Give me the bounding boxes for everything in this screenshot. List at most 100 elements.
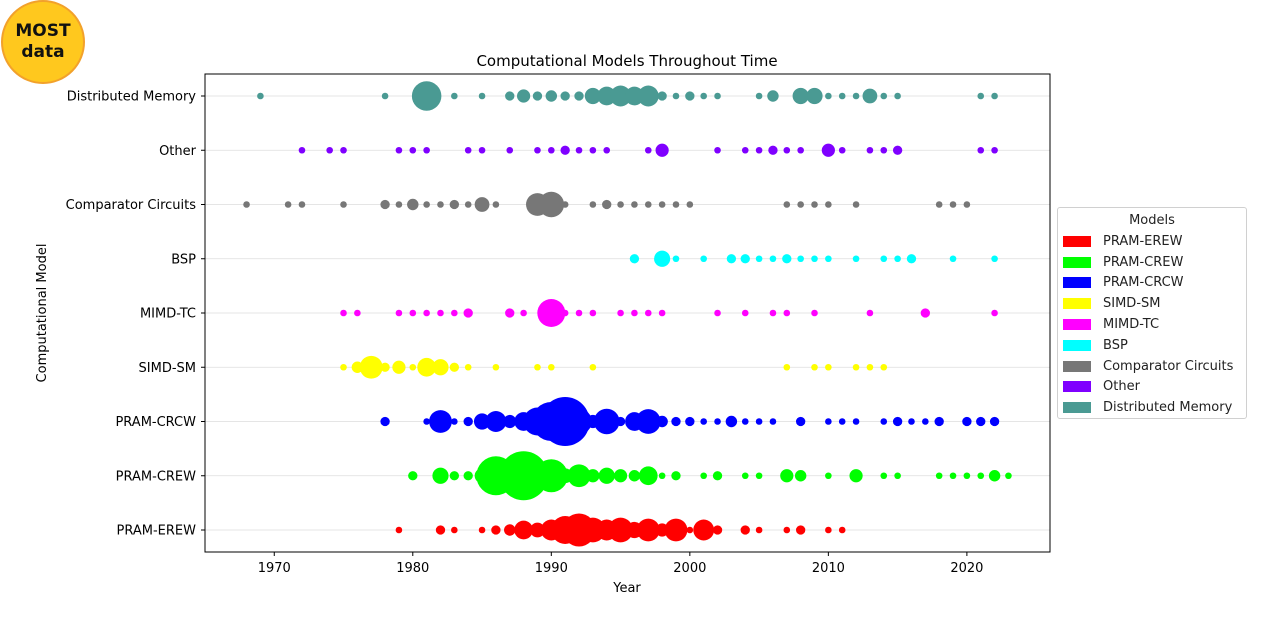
data-point	[474, 197, 490, 212]
data-point	[298, 201, 306, 208]
data-point	[560, 91, 570, 101]
data-point	[617, 201, 624, 208]
data-point	[949, 201, 957, 208]
data-point	[920, 308, 931, 318]
legend-swatch	[1063, 402, 1091, 414]
data-point	[381, 92, 389, 100]
data-point	[584, 87, 601, 105]
data-point	[806, 87, 823, 105]
legend-label: PRAM-CRCW	[1103, 275, 1184, 291]
data-point	[638, 466, 658, 486]
y-tick-label: BSP	[171, 252, 196, 267]
data-point	[635, 409, 661, 434]
x-tick-label: 1990	[535, 561, 568, 576]
legend-swatch	[1063, 298, 1091, 310]
data-point	[825, 472, 832, 480]
data-point	[654, 250, 671, 267]
data-point	[880, 418, 888, 425]
data-point	[852, 255, 860, 263]
data-point	[340, 309, 347, 317]
data-point	[892, 416, 903, 427]
x-tick-label: 1970	[258, 561, 291, 576]
data-point	[862, 88, 878, 104]
data-point	[354, 309, 361, 317]
legend-item: Distributed Memory	[1058, 397, 1246, 418]
data-point	[534, 459, 568, 493]
data-point	[395, 309, 403, 317]
data-point	[463, 308, 473, 318]
data-point	[423, 146, 430, 154]
data-point	[714, 309, 721, 317]
legend-item: Comparator Circuits	[1058, 356, 1246, 377]
data-point	[825, 201, 832, 208]
data-point	[530, 522, 545, 538]
data-point	[463, 471, 473, 481]
series-bsp	[629, 250, 998, 267]
series-pram-crcw	[380, 397, 1000, 446]
logo-line-2: data	[21, 42, 65, 62]
data-point	[395, 146, 403, 154]
data-point	[977, 146, 985, 154]
data-point	[671, 471, 681, 481]
data-point	[658, 472, 666, 480]
data-point	[838, 526, 846, 534]
data-point	[451, 92, 458, 100]
legend-items: PRAM-EREW PRAM-CREW PRAM-CRCW SIMD-SM MIMD-T…	[1058, 231, 1246, 418]
data-point	[795, 416, 806, 427]
series-comparator-circuits	[243, 191, 971, 218]
series-other	[298, 143, 998, 157]
data-point	[603, 146, 611, 154]
data-point	[825, 92, 832, 100]
data-point	[726, 254, 737, 264]
data-point	[782, 254, 792, 264]
data-point	[963, 201, 971, 208]
data-point	[545, 90, 558, 102]
data-point	[473, 413, 491, 430]
data-point	[340, 363, 347, 371]
data-point	[243, 201, 250, 208]
data-point	[767, 90, 779, 102]
data-point	[463, 416, 473, 427]
data-point	[811, 309, 818, 317]
data-point	[359, 355, 383, 379]
y-tick-label: PRAM-CREW	[116, 469, 196, 484]
data-point	[574, 91, 584, 101]
data-point	[586, 469, 600, 483]
data-point	[700, 92, 707, 100]
data-point	[714, 418, 721, 425]
data-point	[892, 145, 903, 155]
data-point	[298, 146, 306, 154]
legend-item: PRAM-CRCW	[1058, 273, 1246, 294]
data-point	[755, 92, 763, 100]
data-point	[672, 92, 680, 100]
data-point	[852, 92, 860, 100]
data-point	[608, 517, 633, 543]
data-point	[935, 472, 943, 480]
data-point	[894, 472, 901, 480]
data-point	[671, 416, 681, 427]
legend-label: Other	[1103, 379, 1140, 395]
data-point	[575, 146, 583, 154]
data-point	[598, 467, 615, 484]
y-tick-label: SIMD-SM	[139, 361, 196, 376]
data-point	[797, 255, 804, 263]
data-point	[755, 472, 763, 480]
y-tick-label: PRAM-CRCW	[115, 415, 196, 430]
data-point	[794, 470, 807, 482]
data-point	[658, 309, 666, 317]
data-point	[566, 408, 592, 435]
data-point	[783, 363, 791, 371]
y-tick-label: Other	[159, 144, 197, 159]
data-point	[437, 309, 444, 317]
data-point	[825, 255, 832, 263]
data-point	[906, 254, 917, 264]
data-point	[755, 146, 763, 154]
data-point	[644, 201, 652, 208]
data-point	[712, 471, 723, 481]
data-point	[451, 526, 458, 534]
legend-label: SIMD-SM	[1103, 296, 1161, 312]
data-point	[725, 415, 738, 428]
data-point	[432, 467, 449, 484]
data-point	[685, 416, 695, 427]
data-point	[408, 471, 418, 481]
